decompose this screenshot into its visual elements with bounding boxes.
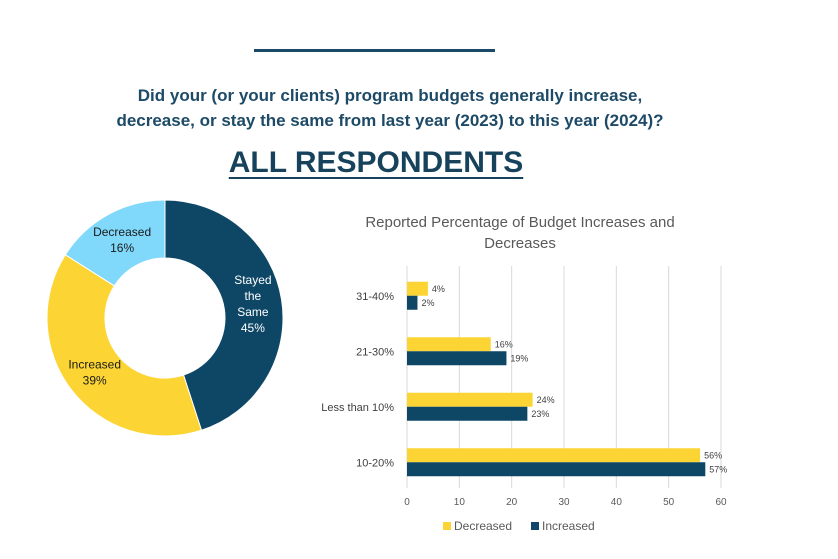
donut-chart: Stayed the Same 45% Increased 39% Decreased 16%: [46, 199, 284, 437]
x-tick-label: 50: [663, 497, 675, 508]
header-rule: [254, 49, 495, 52]
donut-slice-stayed-the-same: [164, 199, 284, 431]
bar-decreased: [407, 392, 533, 407]
question-line-2: decrease, or stay the same from last yea…: [116, 111, 664, 130]
category-label: 31-40%: [356, 291, 394, 303]
bar-decreased: [407, 281, 428, 296]
category-label: 10-20%: [356, 457, 394, 469]
bar-increased: [407, 351, 507, 366]
data-label: 24%: [537, 395, 555, 405]
legend-label-increased: Increased: [542, 519, 595, 533]
x-tick-label: 60: [715, 497, 727, 508]
category-label: 21-30%: [356, 346, 394, 358]
legend-swatch-increased: [531, 522, 539, 530]
legend-label-decreased: Decreased: [454, 519, 512, 533]
bar-increased: [407, 462, 706, 477]
data-label: 56%: [704, 450, 722, 460]
bar-increased: [407, 406, 528, 421]
donut-label-decreased: Decreased 16%: [93, 225, 151, 255]
headline: ALL RESPONDENTS: [228, 146, 524, 179]
data-label: 23%: [531, 409, 549, 419]
bar-chart: Reported Percentage of Budget Increases …: [321, 214, 727, 533]
legend-swatch-decreased: [443, 522, 451, 530]
bar-decreased: [407, 448, 701, 463]
data-label: 19%: [510, 353, 528, 363]
donut-label-increased: Increased 39%: [68, 358, 121, 388]
x-tick-label: 10: [454, 497, 466, 508]
bar-decreased: [407, 337, 491, 352]
bar-chart-title-line: Reported Percentage of Budget Increases …: [365, 214, 674, 231]
x-tick-label: 20: [506, 497, 518, 508]
bar-increased: [407, 295, 418, 310]
data-label: 2%: [421, 298, 434, 308]
x-tick-label: 40: [611, 497, 623, 508]
x-tick-label: 0: [404, 497, 410, 508]
donut-slice-increased: [46, 254, 203, 437]
category-label: Less than 10%: [321, 402, 394, 414]
data-label: 16%: [495, 339, 513, 349]
donut-slice-decreased: [64, 199, 166, 287]
bar-chart-title-line: Decreases: [484, 235, 556, 252]
donut-label-stayed-the-same: Stayed the Same 45%: [234, 273, 271, 335]
x-tick-label: 30: [558, 497, 570, 508]
data-label: 4%: [432, 284, 445, 294]
survey-question: Did your (or your clients) program budge…: [30, 83, 750, 133]
data-label: 57%: [709, 464, 727, 474]
question-line-1: Did your (or your clients) program budge…: [137, 86, 643, 105]
